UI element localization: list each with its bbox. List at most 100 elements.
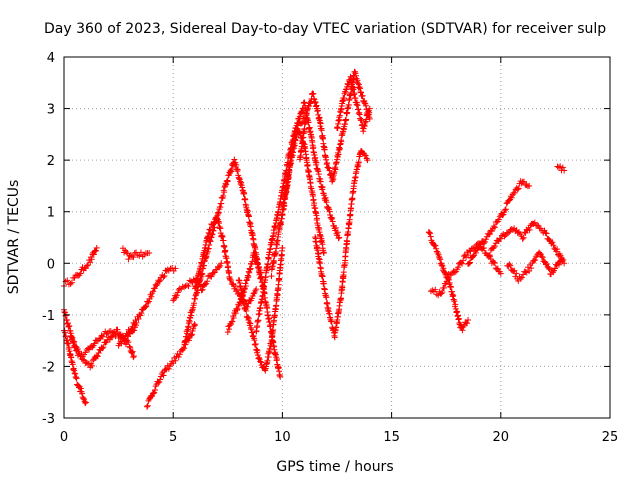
- data-point: [557, 163, 564, 170]
- data-point: [273, 356, 280, 363]
- data-point: [221, 189, 228, 196]
- data-point: [152, 386, 158, 393]
- data-point: [126, 328, 133, 335]
- data-point: [439, 289, 446, 296]
- data-point: [432, 286, 439, 293]
- data-point: [208, 273, 215, 280]
- data-point: [73, 375, 80, 382]
- data-point: [321, 146, 328, 153]
- data-point: [364, 157, 371, 164]
- x-tick-label: 0: [60, 430, 68, 445]
- data-point: [362, 152, 369, 159]
- data-point: [70, 339, 77, 346]
- data-point: [554, 246, 561, 253]
- data-point: [329, 178, 336, 185]
- data-point: [126, 252, 133, 259]
- series-arc-15: [279, 99, 343, 242]
- data-point: [332, 166, 339, 173]
- data-point: [366, 115, 373, 122]
- series-arc-20: [427, 275, 472, 334]
- plot-frame: [63, 56, 611, 419]
- data-point: [523, 182, 530, 189]
- data-point: [537, 250, 544, 257]
- data-point: [285, 172, 292, 179]
- data-point: [129, 349, 136, 356]
- data-point: [124, 332, 131, 339]
- data-point: [365, 108, 372, 115]
- data-point: [329, 215, 336, 222]
- data-point: [126, 343, 133, 350]
- data-point: [94, 353, 101, 360]
- data-point: [296, 116, 303, 123]
- data-point: [257, 305, 264, 312]
- data-point: [83, 262, 90, 269]
- data-point: [502, 207, 508, 214]
- data-point: [526, 182, 533, 189]
- data-point: [355, 80, 361, 87]
- data-point: [357, 85, 364, 92]
- data-point: [99, 333, 106, 340]
- data-point: [555, 261, 562, 268]
- data-point: [172, 265, 179, 272]
- data-point: [207, 226, 214, 233]
- data-point: [477, 241, 484, 248]
- data-point: [526, 226, 533, 233]
- data-point: [192, 322, 199, 329]
- data-point: [243, 307, 250, 314]
- data-point: [70, 338, 77, 345]
- data-point: [436, 254, 443, 261]
- data-point: [149, 393, 156, 400]
- y-axis-label: SDTVAR / TECUs: [6, 180, 22, 295]
- data-point: [130, 254, 137, 261]
- data-point: [332, 224, 339, 231]
- data-point: [75, 350, 82, 357]
- data-point: [340, 269, 347, 276]
- data-point: [144, 402, 151, 409]
- data-point: [349, 195, 356, 202]
- data-point: [67, 280, 74, 287]
- data-point: [242, 283, 249, 290]
- data-point: [426, 229, 433, 236]
- data-point: [114, 326, 121, 333]
- data-point: [69, 337, 76, 344]
- data-point: [335, 235, 342, 242]
- data-point: [281, 200, 288, 207]
- data-point: [491, 243, 498, 250]
- data-point: [138, 310, 145, 317]
- data-point: [233, 307, 240, 314]
- data-point: [459, 327, 466, 334]
- data-point: [344, 238, 351, 245]
- data-point: [502, 206, 509, 213]
- data-point: [354, 77, 361, 84]
- data-point: [146, 249, 153, 256]
- y-tick-label: -2: [42, 360, 55, 375]
- data-point: [451, 269, 458, 276]
- data-point: [257, 358, 264, 365]
- data-point: [491, 224, 498, 231]
- data-point: [132, 317, 139, 324]
- data-point: [319, 273, 326, 280]
- data-point: [172, 357, 179, 364]
- data-point: [87, 259, 94, 266]
- data-point: [304, 106, 311, 113]
- data-point: [427, 233, 434, 240]
- data-point: [224, 329, 231, 336]
- data-point: [160, 274, 167, 281]
- data-point: [91, 248, 98, 255]
- data-point: [482, 236, 489, 243]
- data-point: [66, 323, 73, 330]
- data-point: [142, 303, 149, 310]
- data-point: [220, 237, 227, 244]
- data-point: [99, 345, 106, 352]
- data-point: [253, 255, 260, 262]
- data-point: [429, 287, 436, 294]
- data-point: [74, 346, 81, 353]
- y-tick-label: 4: [47, 51, 55, 66]
- y-tick-label: 3: [47, 103, 55, 118]
- data-point: [224, 177, 231, 184]
- series-arc-6: [115, 264, 179, 349]
- data-point: [534, 222, 541, 229]
- data-point: [360, 125, 367, 132]
- data-point: [90, 251, 97, 258]
- data-point: [226, 326, 233, 333]
